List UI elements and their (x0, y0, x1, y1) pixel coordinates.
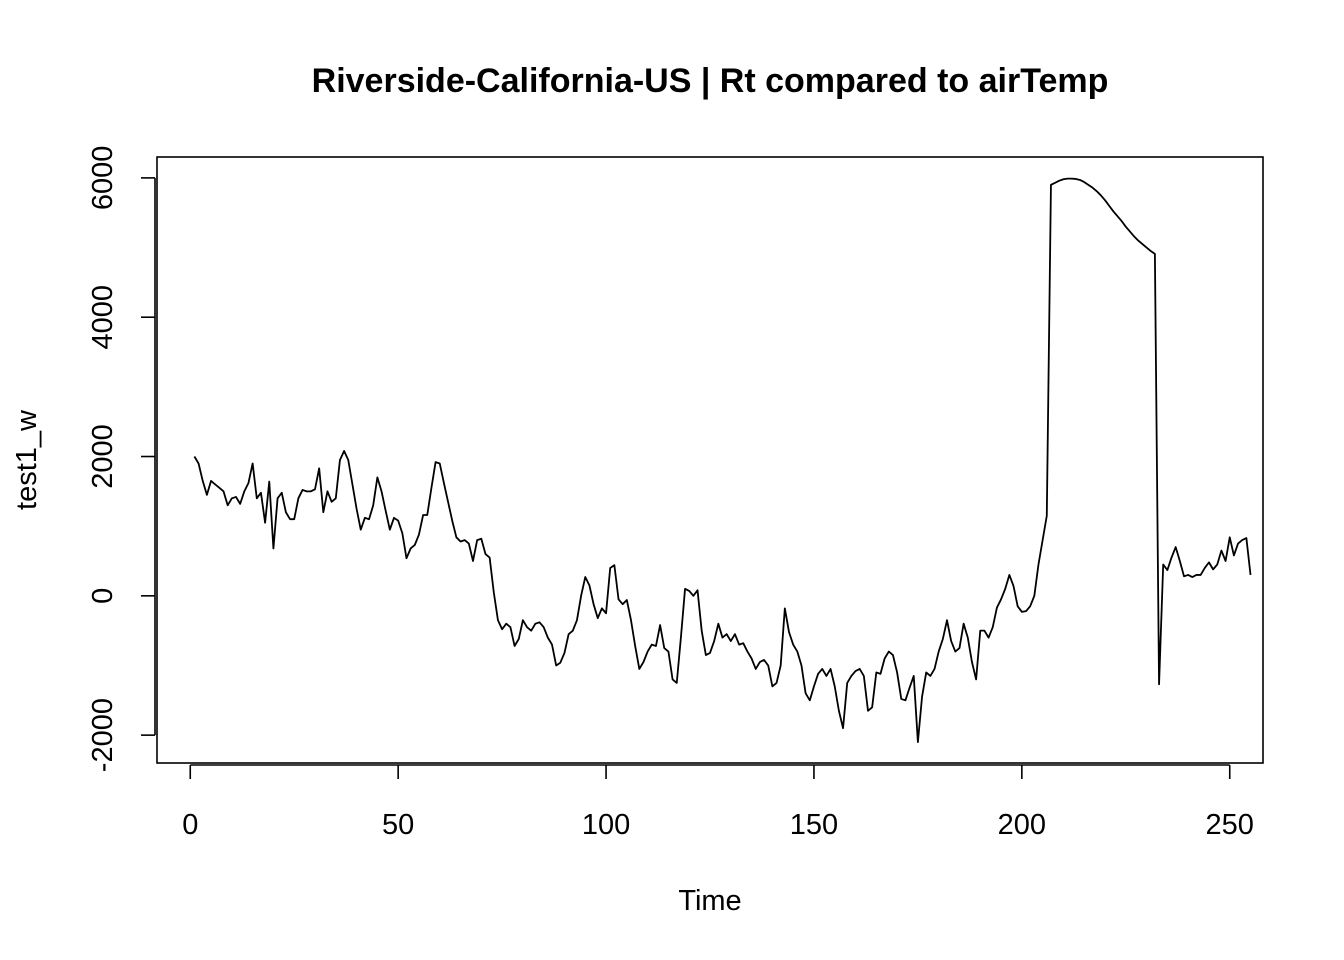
y-tick-label: -2000 (87, 698, 119, 772)
x-tick-label: 200 (998, 809, 1046, 841)
y-tick-label: 2000 (87, 424, 119, 489)
x-axis-label: Time (678, 885, 741, 917)
x-tick-label: 250 (1206, 809, 1254, 841)
y-tick-label: 0 (87, 588, 119, 604)
y-axis: -2000 0 2000 4000 6000 (87, 146, 156, 772)
x-axis: 0 50 100 150 200 250 (182, 764, 1254, 841)
chart-title: Riverside-California-US | Rt compared to… (312, 62, 1109, 100)
y-tick-label: 4000 (87, 285, 119, 350)
plot-frame (156, 156, 1264, 764)
y-axis-label: test1_w (11, 409, 43, 510)
x-tick-label: 100 (582, 809, 630, 841)
x-tick-label: 150 (790, 809, 838, 841)
series-line-test1-w (193, 177, 1252, 743)
x-tick-label: 50 (382, 809, 414, 841)
y-tick-label: 6000 (87, 146, 119, 211)
x-tick-label: 0 (182, 809, 198, 841)
